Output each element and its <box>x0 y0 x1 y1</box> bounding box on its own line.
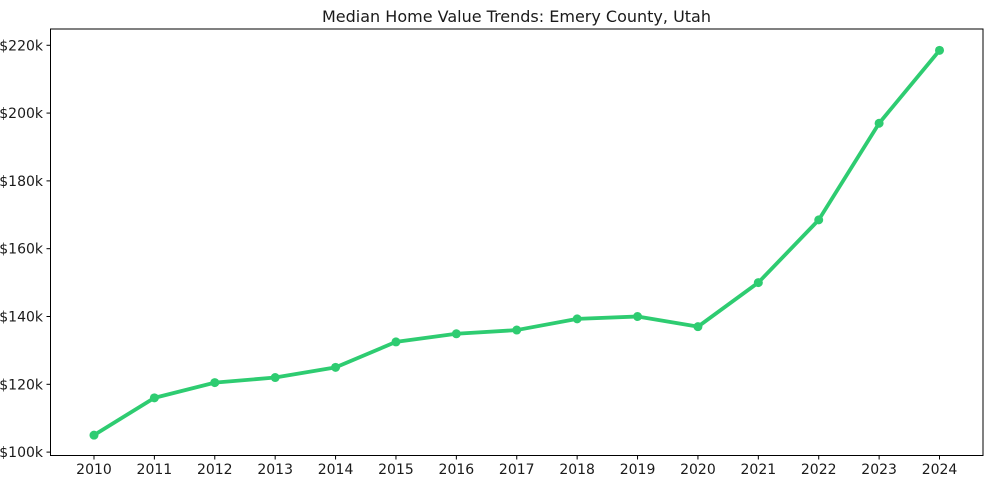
y-tick-label: $120k <box>0 377 44 393</box>
chart-title: Median Home Value Trends: Emery County, … <box>322 7 711 26</box>
data-point-2021 <box>753 278 763 288</box>
y-tick-label: $100k <box>0 445 44 461</box>
data-point-2022 <box>814 215 824 225</box>
x-tick-label: 2011 <box>137 462 173 478</box>
x-tick-label: 2024 <box>922 462 958 478</box>
y-tick-label: $200k <box>0 106 44 122</box>
data-point-2010 <box>89 430 99 440</box>
x-tick-label: 2012 <box>197 462 233 478</box>
x-tick-label: 2021 <box>741 462 777 478</box>
data-point-2015 <box>391 337 401 347</box>
axes: $100k $120k $140k $160k $180k $200k $220k 2010 2… <box>0 28 984 478</box>
y-tick-label: $180k <box>0 174 44 190</box>
data-point-2014 <box>331 362 341 372</box>
data-point-2023 <box>874 118 884 128</box>
data-point-2024 <box>935 45 945 55</box>
data-point-2013 <box>270 373 280 383</box>
trend-line <box>92 48 942 438</box>
x-tick-label: 2020 <box>680 462 716 478</box>
x-tick-label: 2018 <box>559 462 595 478</box>
x-tick-label: 2014 <box>318 462 354 478</box>
data-point-2018 <box>572 314 582 324</box>
data-point-2017 <box>512 325 522 335</box>
y-tick-label: $160k <box>0 242 44 258</box>
data-point-2012 <box>210 378 220 388</box>
data-point-2011 <box>149 393 159 403</box>
x-tick-label: 2010 <box>76 462 112 478</box>
x-tick-label: 2019 <box>620 462 656 478</box>
plot-border <box>50 28 984 456</box>
y-tick-label: $140k <box>0 309 44 325</box>
data-point-2016 <box>451 329 461 339</box>
x-tick-label: 2017 <box>499 462 535 478</box>
x-tick-label: 2023 <box>861 462 897 478</box>
x-tick-label: 2016 <box>439 462 475 478</box>
trend-series <box>89 45 945 440</box>
data-point-2020 <box>693 322 703 332</box>
y-tick-label: $220k <box>0 38 44 54</box>
x-tick-label: 2015 <box>378 462 414 478</box>
x-tick-label: 2013 <box>257 462 293 478</box>
x-tick-label: 2022 <box>801 462 837 478</box>
data-point-2019 <box>633 311 643 321</box>
